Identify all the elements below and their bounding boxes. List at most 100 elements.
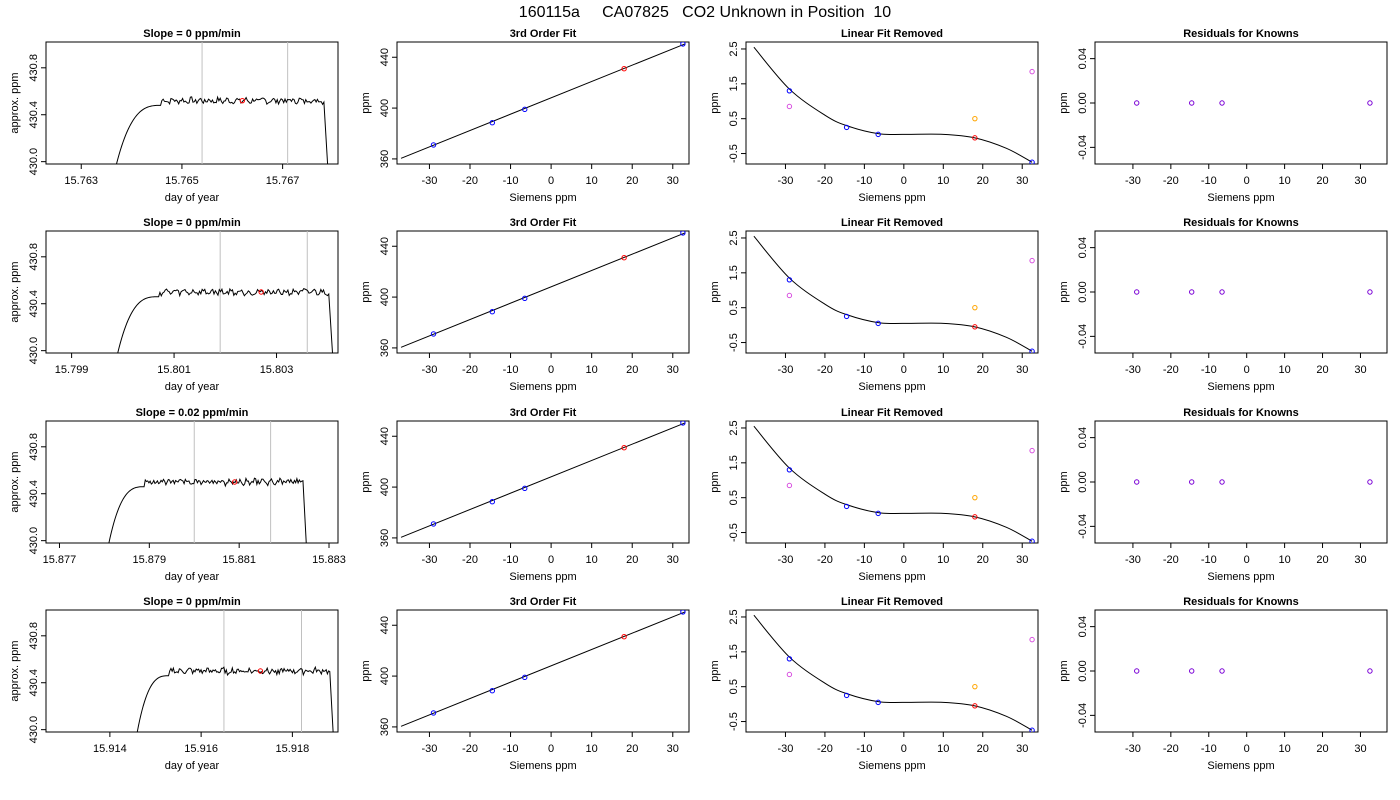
y-axis-label: approx. ppm [9, 640, 21, 701]
x-tick-label: -20 [462, 554, 478, 566]
known-point [522, 106, 528, 113]
x-axis-label: day of year [165, 381, 220, 393]
x-tick-label: -10 [856, 743, 872, 755]
panel-title: Linear Fit Removed [841, 407, 943, 419]
x-tick-label: 0 [548, 554, 554, 566]
y-axis-label: ppm [1058, 471, 1070, 492]
x-tick-label: 30 [1354, 554, 1366, 566]
x-tick-label: -20 [817, 175, 833, 187]
y-tick-label: 0.00 [1077, 92, 1089, 113]
analyzer-trace [115, 95, 329, 164]
x-tick-label: 20 [977, 743, 989, 755]
plot-frame [396, 230, 690, 354]
y-tick-label: -0.04 [1077, 324, 1089, 349]
unknown-point [621, 444, 627, 451]
x-tick-label: 10 [937, 743, 949, 755]
x-tick-label: -10 [856, 554, 872, 566]
standard-point [1029, 636, 1035, 643]
chart-panel: Residuals for Knowns -30 -20 -10 0 10 20 30 -0.0… [1058, 407, 1388, 583]
x-tick-label: 0 [1244, 175, 1250, 187]
y-tick-label: 0.5 [728, 679, 740, 694]
x-tick-label: -10 [503, 554, 519, 566]
x-tick-label: 15.763 [64, 175, 98, 187]
x-tick-label: -20 [1163, 743, 1179, 755]
plot-frame [45, 41, 339, 165]
y-axis-label: ppm [360, 660, 372, 681]
chart-panel: Slope = 0.02 ppm/min 15.877 15.879 15.881 15… [9, 407, 346, 583]
x-tick-label: 15.799 [55, 364, 89, 376]
fit-curve [753, 46, 1033, 163]
x-tick-label: 30 [667, 364, 679, 376]
residual-point [1219, 289, 1225, 295]
chart-panel: Residuals for Knowns -30 -20 -10 0 10 20 30 -0.0… [1058, 217, 1388, 393]
residual-point [1134, 289, 1140, 295]
x-tick-label: 0 [901, 743, 907, 755]
panel-grid: Slope = 0 ppm/min 15.763 15.765 15.767 430.0… [9, 28, 1388, 772]
x-tick-label: -30 [421, 175, 437, 187]
fit-line [400, 611, 686, 727]
x-tick-label: 10 [937, 364, 949, 376]
x-tick-label: 0 [901, 364, 907, 376]
y-tick-label: 400 [379, 667, 391, 685]
residual-point [1134, 100, 1140, 106]
plot-area [1134, 289, 1373, 295]
panel-title: 3rd Order Fit [510, 596, 577, 608]
x-tick-label: 20 [626, 175, 638, 187]
chart-panel: Linear Fit Removed -30 -20 -10 0 10 20 30 -0.5 0.… [709, 407, 1039, 583]
fit-line [400, 422, 686, 538]
y-tick-label: 0.00 [1077, 660, 1089, 681]
y-tick-label: -0.5 [728, 712, 740, 731]
known-point [786, 277, 793, 283]
x-tick-label: -10 [1201, 175, 1217, 187]
known-point [875, 510, 881, 517]
x-tick-label: -10 [856, 364, 872, 376]
y-tick-label: 430.8 [28, 433, 40, 461]
y-axis-label: ppm [360, 471, 372, 492]
y-tick-label: 400 [379, 288, 391, 306]
standard-point [1029, 68, 1035, 75]
y-tick-label: -0.5 [728, 333, 740, 352]
x-tick-label: 15.918 [276, 743, 310, 755]
x-tick-label: 0 [901, 175, 907, 187]
y-tick-label: 430.8 [28, 622, 40, 650]
x-tick-label: -30 [778, 554, 794, 566]
x-tick-label: -30 [421, 743, 437, 755]
x-tick-label: -20 [1163, 364, 1179, 376]
y-tick-label: 1.5 [728, 265, 740, 280]
chart-panel: 3rd Order Fit -30 -20 -10 0 10 20 30 360 400 440 Si… [360, 217, 690, 393]
plot-frame [396, 41, 690, 165]
plot-area [115, 42, 329, 164]
unknown-offset-point [972, 683, 978, 690]
plot-frame [745, 609, 1039, 733]
panel-title: Slope = 0 ppm/min [143, 28, 241, 40]
y-tick-label: 360 [379, 150, 391, 168]
y-tick-label: 360 [379, 529, 391, 547]
plot-area [753, 46, 1035, 164]
y-tick-label: -0.5 [728, 523, 740, 542]
x-tick-label: 10 [937, 554, 949, 566]
x-tick-label: 0 [548, 175, 554, 187]
x-tick-label: -10 [503, 175, 519, 187]
known-point [875, 320, 881, 327]
residual-point [1367, 479, 1373, 485]
x-tick-label: 15.767 [266, 175, 300, 187]
panel-title: Linear Fit Removed [841, 217, 943, 229]
unknown-offset-point [972, 494, 978, 501]
x-tick-label: -30 [1125, 743, 1141, 755]
standard-point [786, 103, 793, 110]
x-tick-label: 10 [586, 743, 598, 755]
panel-title: Residuals for Knowns [1183, 407, 1299, 419]
chart-panel: Residuals for Knowns -30 -20 -10 0 10 20 30 -0.0… [1058, 596, 1388, 772]
x-tick-label: 20 [1316, 364, 1328, 376]
x-axis-label: day of year [165, 571, 220, 583]
y-axis-label: ppm [709, 660, 721, 681]
chart-panel: Slope = 0 ppm/min 15.914 15.916 15.918 430.0… [9, 596, 339, 772]
known-point [522, 485, 528, 492]
y-tick-label: 1.5 [728, 76, 740, 91]
y-axis-label: ppm [709, 92, 721, 113]
y-tick-label: 2.5 [728, 420, 740, 435]
known-point [875, 131, 881, 138]
known-point [489, 308, 496, 315]
x-tick-label: 20 [977, 364, 989, 376]
y-tick-label: 430.0 [28, 716, 40, 744]
